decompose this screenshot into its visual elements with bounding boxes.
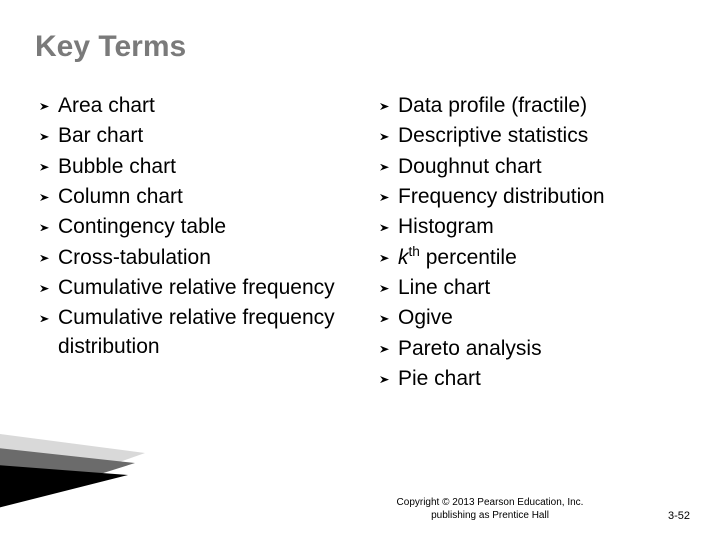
page-number: 3-52 [668, 510, 690, 522]
italic-k: k [398, 246, 409, 269]
copyright-text: Copyright © 2013 Pearson Education, Inc.… [380, 497, 600, 522]
slide-title: Key Terms [35, 30, 680, 64]
copyright-line-1: Copyright © 2013 Pearson Education, Inc. [397, 497, 584, 508]
term-item: Cumulative relative frequency distributi… [40, 304, 340, 361]
term-item: Frequency distribution [380, 183, 680, 211]
term-item: Bubble chart [40, 153, 340, 181]
term-item: Column chart [40, 183, 340, 211]
term-item: Descriptive statistics [380, 122, 680, 150]
term-item: kth percentile [380, 244, 680, 272]
term-item: Bar chart [40, 122, 340, 150]
right-column: Data profile (fractile)Descriptive stati… [380, 92, 680, 395]
term-text: percentile [420, 246, 517, 269]
term-item: Data profile (fractile) [380, 92, 680, 120]
term-item: Cross-tabulation [40, 244, 340, 272]
term-item: Cumulative relative frequency [40, 274, 340, 302]
term-item: Doughnut chart [380, 153, 680, 181]
copyright-line-2: publishing as Prentice Hall [431, 510, 549, 521]
slide: Key Terms Area chartBar chart Bubble char… [0, 0, 720, 540]
term-item: Ogive [380, 304, 680, 332]
term-item: Area chart [40, 92, 340, 120]
term-item: Histogram [380, 213, 680, 241]
superscript-th: th [409, 244, 420, 259]
decorative-triangles [0, 385, 150, 515]
term-item: Pie chart [380, 365, 680, 393]
term-item: Pareto analysis [380, 335, 680, 363]
left-column: Area chartBar chart Bubble chartColumn ch… [40, 92, 340, 395]
columns-container: Area chartBar chart Bubble chartColumn ch… [40, 92, 680, 395]
term-item: Contingency table [40, 213, 340, 241]
term-list-left: Area chartBar chart Bubble chartColumn ch… [40, 92, 340, 361]
term-item: Line chart [380, 274, 680, 302]
term-list-right: Data profile (fractile)Descriptive stati… [380, 92, 680, 393]
